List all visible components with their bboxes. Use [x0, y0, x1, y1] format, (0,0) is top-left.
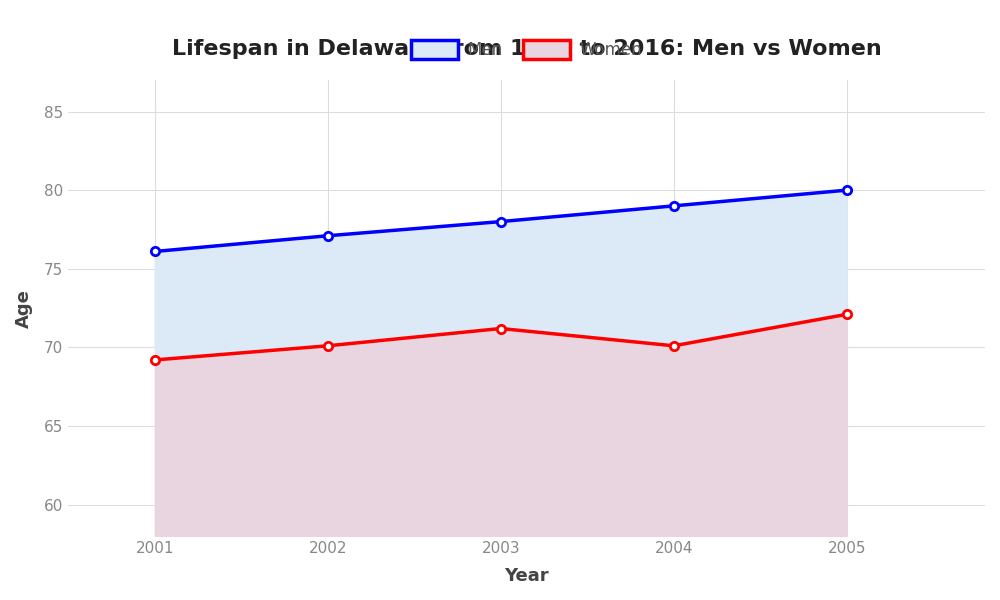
Legend: Men, Women: Men, Women — [404, 34, 649, 66]
X-axis label: Year: Year — [504, 567, 549, 585]
Title: Lifespan in Delaware from 1971 to 2016: Men vs Women: Lifespan in Delaware from 1971 to 2016: … — [172, 39, 882, 59]
Y-axis label: Age: Age — [15, 289, 33, 328]
